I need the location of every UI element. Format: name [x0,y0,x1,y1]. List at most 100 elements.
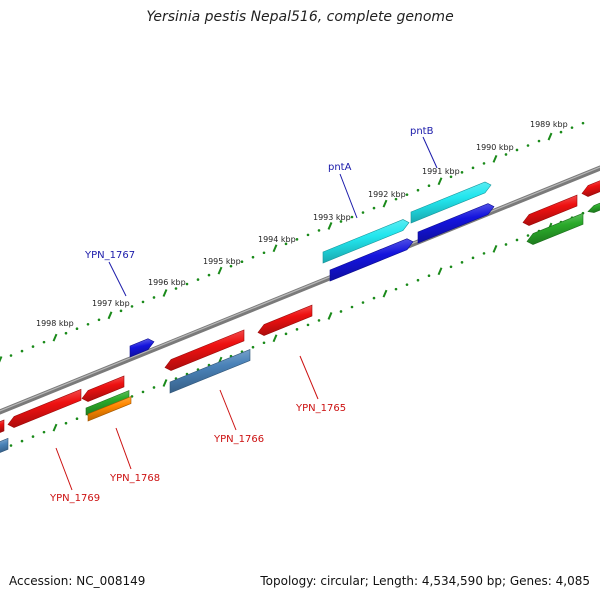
tick-minor [97,318,101,322]
tick-minor [20,349,24,353]
cds-blue-ypn1767 [129,338,155,358]
tick-major [162,379,168,387]
tick-minor [141,390,145,394]
label-leader-line [299,355,319,400]
tick-major [437,177,443,186]
tick-minor [284,332,288,336]
tick-minor [416,278,420,282]
tick-minor [515,238,519,242]
tick-minor [526,234,530,237]
kbp-label: 1994 kbp [258,235,296,244]
gene-label-ypn1767: YPN_1767 [84,250,135,261]
tick-major [107,311,113,320]
tick-minor [75,327,79,331]
tick-minor [460,171,464,174]
tick-minor [9,354,13,357]
gene-label-pntB: pntB [410,126,434,137]
map-title: Yersinia pestis Nepal516, complete genom… [146,9,454,25]
tick-minor [31,435,35,438]
tick-minor [427,184,431,188]
tick-minor [207,273,211,277]
tick-minor [427,274,431,278]
tick-minor [174,287,178,290]
tick-minor [306,323,310,327]
tick-minor [581,121,585,125]
tick-minor [515,148,519,152]
genome-backbone-highlight [0,166,600,412]
kbp-label: 1998 kbp [36,319,74,328]
tick-minor [559,130,563,134]
tick-major [217,266,223,275]
gene-red-right-top [581,180,600,197]
tick-major [272,244,278,253]
tick-minor [196,278,200,281]
tick-minor [372,296,376,300]
tick-minor [130,305,134,308]
tick-minor [405,283,409,286]
cds-steelblue-ypn1766 [169,349,251,394]
gene-cyan-pntB-segment [410,181,492,224]
gene-red-left-edge [0,419,5,433]
kbp-label: 1992 kbp [368,190,406,199]
tick-minor [20,439,24,443]
tick-minor [504,153,508,156]
tick-minor [471,256,475,260]
tick-minor [317,319,321,322]
tick-minor [251,345,255,349]
tick-major [272,334,278,343]
tick-minor [64,421,68,425]
kbp-scale: 1989 kbp 1990 kbp 1991 kbp 1992 kbp 1993… [36,120,568,328]
cds-blue-pntB [417,203,495,244]
label-leader-line [219,389,237,431]
tick-minor [394,287,398,291]
tick-minor [339,220,343,223]
tick-minor [460,261,464,264]
tick-minor [449,175,453,179]
accession-label: Accession: NC_008149 [9,574,146,588]
kbp-label: 1993 kbp [313,213,351,222]
tick-minor [482,252,486,255]
tick-minor [152,386,156,389]
kbp-label: 1997 kbp [92,299,130,308]
gene-green-right [526,212,584,245]
gene-red-ypn1768 [81,375,125,402]
tick-minor [361,211,365,214]
tick-major [382,199,388,208]
tick-minor [119,309,123,313]
label-leaders [55,136,438,491]
gene-red-ypn1769 [7,388,82,428]
tick-minor [350,215,354,219]
tick-minor [295,328,299,331]
tick-major [52,333,58,342]
tick-major [492,155,498,163]
tick-minor [42,430,46,434]
tick-minor [262,251,266,255]
kbp-label: 1989 kbp [530,120,568,129]
tick-minor [240,260,244,263]
gene-label-ypn1766: YPN_1766 [213,434,264,445]
tick-minor [42,340,46,344]
tick-minor [504,243,508,246]
kbp-label: 1991 kbp [422,167,460,176]
tick-minor [372,206,376,210]
tick-minor [471,166,475,170]
tick-minor [141,300,145,304]
feature-track [0,180,600,453]
cds-orange-ypn1768 [87,396,132,422]
gene-label-ypn1765: YPN_1765 [295,403,346,414]
tick-minor [229,264,233,268]
tick-minor [9,444,13,447]
genome-summary: Topology: circular; Length: 4,534,590 bp… [260,574,590,588]
label-leader-line [339,173,358,219]
kbp-label: 1995 kbp [203,257,241,266]
tick-minor [64,331,68,335]
kbp-label: 1996 kbp [148,278,186,287]
tick-major [162,289,168,297]
tick-major [327,222,333,230]
kbp-label: 1990 kbp [476,143,514,152]
tick-minor [449,265,453,269]
tick-minor [31,345,35,348]
tick-minor [416,188,420,192]
